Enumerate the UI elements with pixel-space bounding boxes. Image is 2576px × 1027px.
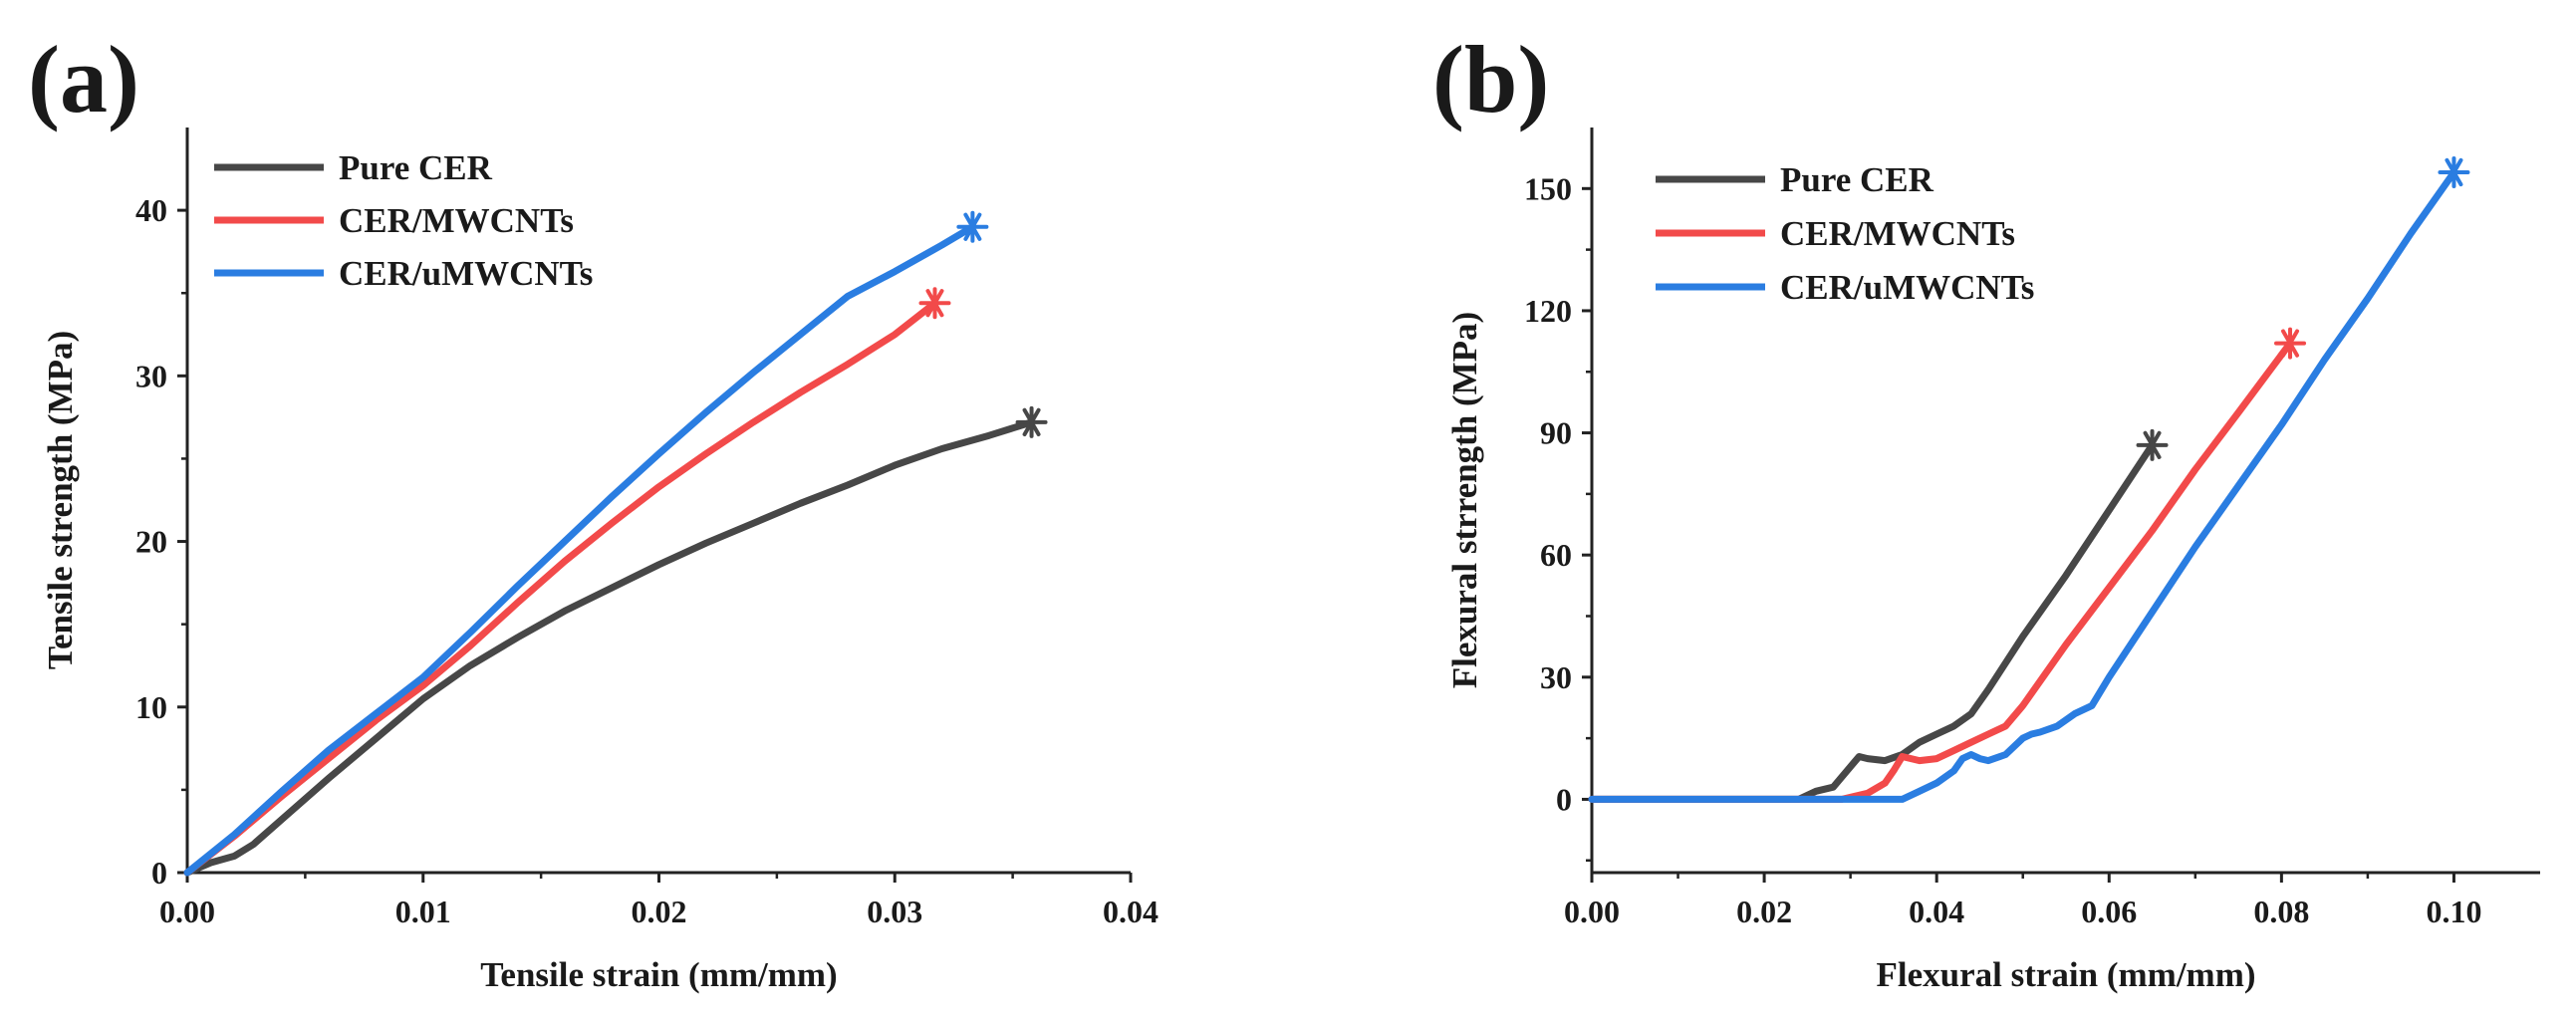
legend-label-1: Pure CER [339, 148, 493, 187]
x-tick-label: 0.00 [159, 894, 215, 929]
series-end-asterisk-3 [956, 210, 989, 243]
series-line-2 [1588, 340, 2294, 803]
y-tick-label: 120 [1524, 293, 1572, 329]
series-line-3 [183, 223, 976, 877]
x-tick-label: 0.00 [1564, 894, 1620, 929]
y-tick-label: 10 [135, 689, 167, 725]
y-axis-title: Flexural strrength (MPa) [1445, 312, 1484, 688]
y-axis-title: Tensile strength (MPa) [41, 331, 80, 669]
panel-label: (b) [1432, 26, 1549, 132]
legend-label-3: CER/uMWCNTs [339, 254, 593, 293]
x-axis-title: Flexural strain (mm/mm) [1876, 955, 2255, 994]
x-tick-label: 0.04 [1103, 894, 1159, 929]
y-tick-label: 0 [1556, 781, 1572, 817]
x-tick-label: 0.06 [2081, 894, 2137, 929]
panel-a-tensile-chart: (a) 0.00 0.01 0.02 0.03 0.04 0 10 20 30 40 Tensile … [28, 26, 1159, 994]
series-end-asterisk-1 [2136, 428, 2169, 461]
y-tick-label: 0 [151, 855, 167, 891]
y-tick-label: 40 [135, 192, 167, 228]
panel-b-flexural-chart: (b) 0.00 0.02 0.04 0.06 0.08 0.10 0 30 60 90 120 150… [1432, 26, 2540, 994]
series-line-2 [183, 299, 938, 877]
series-end-asterisk-2 [918, 287, 951, 320]
y-tick-label: 20 [135, 524, 167, 560]
series-line-1 [1588, 441, 2156, 803]
legend-label-2: CER/MWCNTs [1780, 214, 2015, 253]
series-end-asterisk-1 [1015, 405, 1048, 438]
legend-label-1: Pure CER [1780, 160, 1934, 199]
legend-label-3: CER/uMWCNTs [1780, 268, 2034, 307]
x-tick-label: 0.04 [1909, 894, 1964, 929]
legend-label-2: CER/MWCNTs [339, 201, 574, 240]
panel-label: (a) [28, 26, 139, 132]
series-end-asterisk-2 [2274, 327, 2307, 360]
y-tick-label: 90 [1540, 415, 1572, 451]
x-tick-label: 0.10 [2426, 894, 2481, 929]
x-axis-title: Tensile strain (mm/mm) [480, 955, 837, 994]
x-tick-label: 0.01 [395, 894, 451, 929]
series-end-asterisk-3 [2438, 155, 2470, 188]
y-tick-label: 30 [135, 358, 167, 393]
x-tick-label: 0.03 [867, 894, 922, 929]
y-tick-label: 150 [1524, 170, 1572, 206]
x-tick-label: 0.02 [632, 894, 687, 929]
series-line-3 [1588, 168, 2457, 803]
y-tick-label: 60 [1540, 537, 1572, 573]
y-tick-label: 30 [1540, 659, 1572, 695]
series-line-1 [183, 418, 1036, 877]
x-tick-label: 0.08 [2253, 894, 2309, 929]
x-tick-label: 0.02 [1736, 894, 1792, 929]
